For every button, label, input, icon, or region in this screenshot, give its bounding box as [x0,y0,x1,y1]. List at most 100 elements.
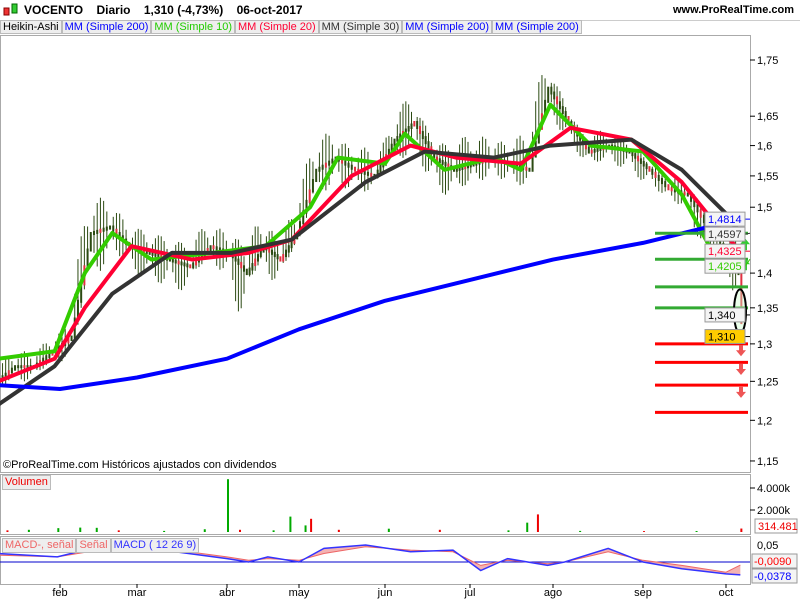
candle-body [699,209,702,218]
candle-body [308,189,311,203]
candle-body [273,251,276,258]
y-tick-label: 1,35 [757,303,778,315]
candle-body [696,204,699,213]
legend-item[interactable]: MM (Simple 30) [318,20,403,34]
legend-item[interactable]: Heikin-Ashi [0,20,62,34]
candle-body [96,229,99,234]
period: Diario [96,3,131,17]
volume-bar [387,528,390,532]
down-arrow-icon [736,363,746,375]
candle-body [416,120,419,130]
candle-body [318,166,321,172]
volume-value: 314.481 [758,521,798,533]
candle-body [285,249,287,258]
candle-body [315,168,318,183]
candle-body [447,163,450,169]
moving-average-line [0,125,742,383]
candle-body [645,163,648,170]
macd-label[interactable]: MACD ( 12 26 9) [110,538,200,553]
y-tick-label: 1,75 [757,55,778,67]
candle-body [436,156,438,162]
price-label: 1,340 [708,310,736,322]
macd-tick-label: 0,05 [757,540,778,552]
candle-body [195,259,198,266]
volume-bar [304,525,307,532]
price-label-pointer [744,258,751,267]
moving-average-line [0,102,742,361]
candle-body [302,210,305,225]
candle-body [421,131,424,140]
legend-item[interactable]: MM (Simple 200) [492,20,582,34]
candle-body [544,99,547,117]
candle-body [237,258,240,265]
candle-body [26,365,29,369]
candle-body [702,214,705,224]
candle-body [148,250,151,255]
x-tick-label: jul [463,587,475,599]
candle-body [177,260,180,265]
candle-body [660,177,663,185]
candle-body [80,282,83,303]
volume-bar [643,531,645,532]
header: VOCENTO Diario 1,310 (-4,73%) 06-oct-201… [0,0,800,21]
volume-bar [337,529,340,532]
candle-body [599,147,602,151]
candle-body [648,166,651,172]
volume-bar [507,530,510,532]
volume-bar [526,522,529,532]
candle-body [14,365,17,371]
candle-body [118,232,121,239]
candle-body [248,267,251,276]
volume-bar [310,518,313,532]
candle-body [99,228,102,233]
candle-body [115,228,118,236]
candle-body [311,179,314,193]
volume-panel-frame [0,474,751,535]
volume-bar [239,529,241,532]
candle-body [634,153,637,159]
y-tick-label: 1,15 [757,456,778,468]
candle-body [305,199,308,214]
down-arrow-icon [736,386,746,398]
legend-item[interactable]: MM (Simple 200) [61,20,152,34]
candle-body [740,272,743,325]
indicator-legend: Heikin-Ashi MM (Simple 200) MM (Simple 1… [0,20,582,34]
candle-body [4,372,7,379]
macd-panel-frame [0,536,751,585]
candle-body [404,128,407,135]
site-link[interactable]: www.ProRealTime.com [672,4,794,16]
volume-bar [536,514,539,532]
macd-hist-label[interactable]: MACD-, señal [2,538,77,553]
candle-body [154,252,157,257]
legend-item[interactable]: MM (Simple 20) [235,20,319,34]
volume-bar [740,528,743,532]
candle-body [93,230,95,236]
down-arrow-icon [736,345,746,357]
volume-label[interactable]: Volumen [2,475,51,490]
candle-body [215,246,218,251]
candle-body [525,166,528,171]
y-tick-label: 1,5 [757,202,772,214]
candle-body [667,184,670,191]
candle-body [528,167,531,172]
macd-signal-label[interactable]: Señal [76,538,111,553]
legend-item[interactable]: MM (Simple 200) [402,20,493,34]
candle-body [257,254,259,262]
candle-body [212,245,215,250]
candle-body [396,136,399,142]
y-tick-label: 1,2 [757,415,772,427]
candle-body [243,265,245,272]
x-tick-label: abr [219,587,235,599]
x-tick-label: mar [128,587,147,599]
candle-body [654,171,657,178]
candle-body [17,365,20,369]
candle-body [584,142,587,150]
legend-item[interactable]: MM (Simple 10) [151,20,236,34]
candle-body [693,198,696,208]
candle-body [282,254,285,262]
candle-body [593,148,596,153]
price-label-pointer [744,232,751,235]
x-tick-label: may [289,587,310,599]
candle-body [171,258,174,263]
